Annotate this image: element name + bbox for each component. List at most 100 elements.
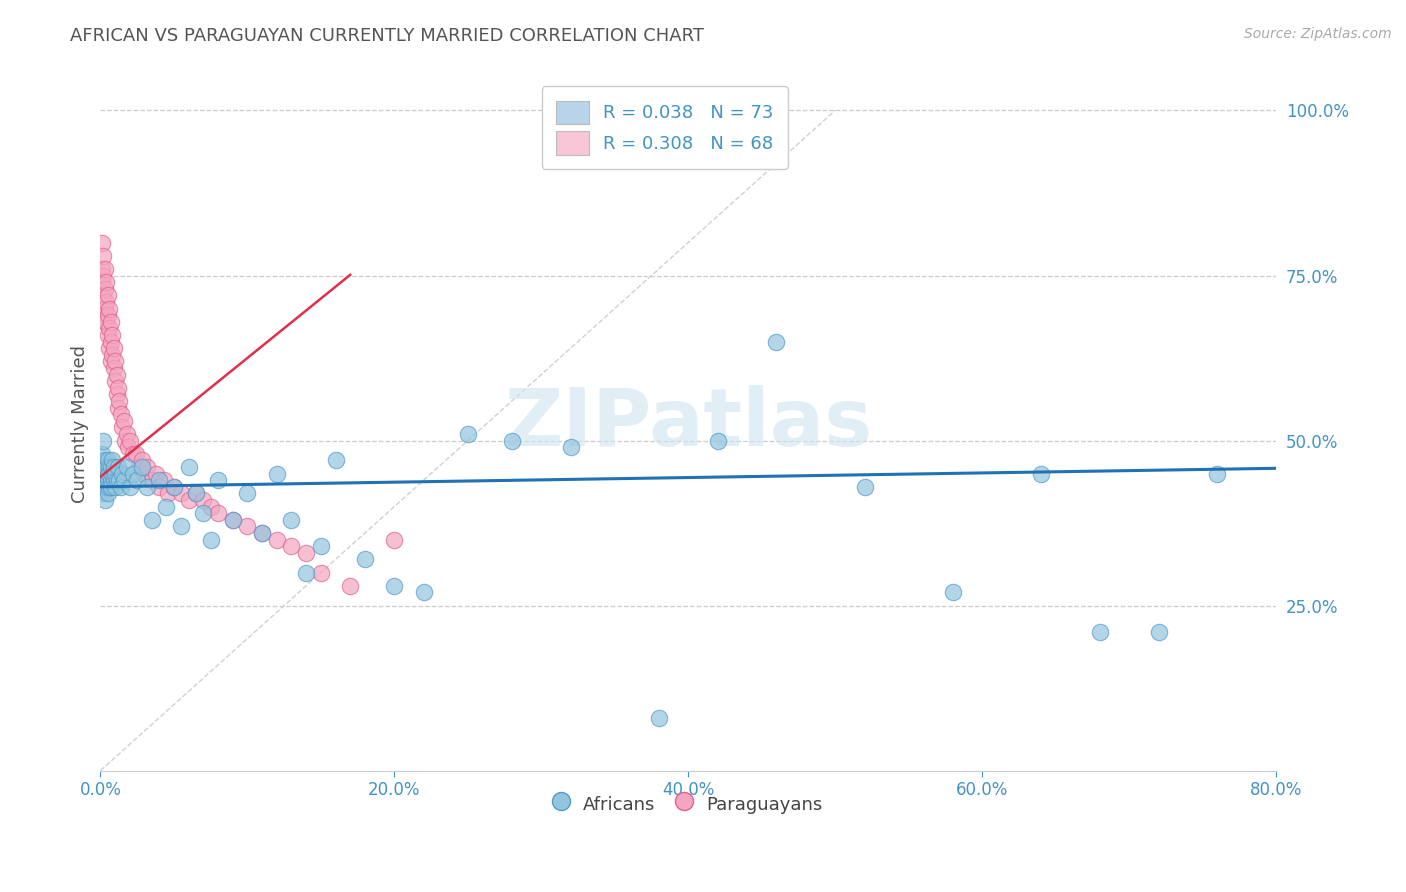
Point	[94, 493, 117, 508]
Point	[104, 467, 127, 481]
Point	[94, 453, 117, 467]
Point	[98, 460, 121, 475]
Point	[101, 467, 124, 481]
Point	[280, 513, 302, 527]
Point	[1206, 467, 1229, 481]
Point	[104, 480, 127, 494]
Point	[107, 381, 129, 395]
Point	[90, 235, 112, 250]
Point	[128, 460, 150, 475]
Point	[103, 473, 125, 487]
Text: Source: ZipAtlas.com: Source: ZipAtlas.com	[1244, 27, 1392, 41]
Point	[91, 268, 114, 283]
Point	[97, 308, 120, 322]
Point	[131, 453, 153, 467]
Point	[107, 460, 129, 475]
Point	[100, 473, 122, 487]
Point	[193, 493, 215, 508]
Point	[105, 387, 128, 401]
Point	[94, 301, 117, 316]
Point	[648, 711, 671, 725]
Point	[118, 480, 141, 494]
Point	[457, 427, 479, 442]
Point	[200, 533, 222, 547]
Point	[90, 261, 112, 276]
Point	[148, 473, 170, 487]
Point	[105, 368, 128, 382]
Point	[101, 348, 124, 362]
Point	[325, 453, 347, 467]
Point	[1088, 625, 1111, 640]
Point	[96, 294, 118, 309]
Point	[112, 414, 135, 428]
Point	[97, 327, 120, 342]
Point	[250, 526, 273, 541]
Point	[94, 261, 117, 276]
Point	[103, 341, 125, 355]
Point	[295, 566, 318, 580]
Point	[1029, 467, 1052, 481]
Point	[101, 453, 124, 467]
Point	[170, 486, 193, 500]
Point	[108, 394, 131, 409]
Point	[141, 473, 163, 487]
Point	[115, 427, 138, 442]
Point	[100, 480, 122, 494]
Point	[91, 288, 114, 302]
Point	[97, 453, 120, 467]
Point	[412, 585, 434, 599]
Point	[121, 467, 143, 481]
Point	[136, 480, 159, 494]
Point	[200, 500, 222, 514]
Point	[111, 467, 134, 481]
Point	[295, 546, 318, 560]
Point	[177, 493, 200, 508]
Point	[98, 467, 121, 481]
Point	[163, 480, 186, 494]
Point	[110, 407, 132, 421]
Point	[104, 374, 127, 388]
Point	[177, 460, 200, 475]
Point	[309, 566, 332, 580]
Point	[136, 460, 159, 475]
Point	[100, 354, 122, 368]
Point	[163, 480, 186, 494]
Point	[193, 506, 215, 520]
Point	[90, 473, 112, 487]
Point	[91, 460, 114, 475]
Point	[90, 447, 112, 461]
Point	[91, 301, 114, 316]
Point	[501, 434, 523, 448]
Point	[942, 585, 965, 599]
Point	[124, 447, 146, 461]
Point	[221, 513, 243, 527]
Point	[96, 480, 118, 494]
Point	[110, 480, 132, 494]
Point	[94, 315, 117, 329]
Text: ZIPatlas: ZIPatlas	[505, 385, 872, 463]
Point	[98, 321, 121, 335]
Legend: Africans, Paraguayans: Africans, Paraguayans	[546, 784, 831, 824]
Point	[100, 460, 122, 475]
Point	[280, 539, 302, 553]
Point	[221, 513, 243, 527]
Point	[111, 420, 134, 434]
Point	[309, 539, 332, 553]
Point	[115, 460, 138, 475]
Point	[121, 447, 143, 461]
Point	[236, 486, 259, 500]
Point	[101, 327, 124, 342]
Point	[145, 467, 167, 481]
Point	[207, 473, 229, 487]
Point	[184, 486, 207, 500]
Point	[97, 288, 120, 302]
Point	[94, 282, 117, 296]
Point	[105, 473, 128, 487]
Point	[97, 473, 120, 487]
Point	[1147, 625, 1170, 640]
Point	[94, 480, 117, 494]
Point	[266, 467, 288, 481]
Point	[96, 275, 118, 289]
Point	[100, 315, 122, 329]
Point	[117, 440, 139, 454]
